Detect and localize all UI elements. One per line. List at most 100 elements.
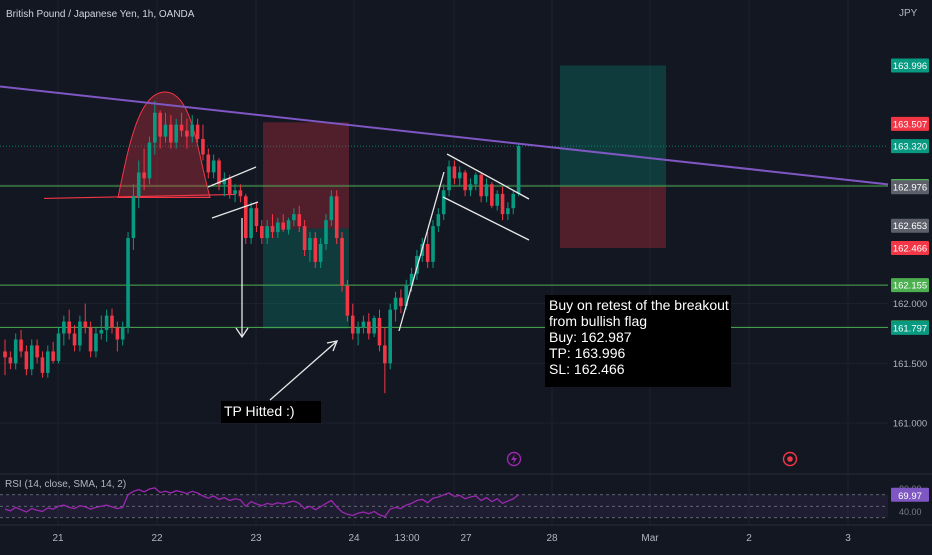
rsi-line <box>4 487 519 518</box>
long-target-zone <box>560 65 666 186</box>
lightning-icon-bolt <box>511 454 517 464</box>
price-badge-text: 163.320 <box>893 142 927 153</box>
candle-body <box>431 226 435 262</box>
candle-body <box>67 321 71 334</box>
short-stop-zone <box>263 122 349 229</box>
candle-body <box>297 214 302 227</box>
event-flag-icon <box>782 451 798 467</box>
tp-hit-note: TP Hitted :) <box>221 401 321 423</box>
candle-body <box>243 196 248 239</box>
flag-line-upper <box>207 166 257 188</box>
candle-body <box>136 172 141 197</box>
rsi-value-badge <box>891 487 929 502</box>
time-tick: 21 <box>52 533 64 544</box>
candle-body <box>158 112 162 137</box>
candle-body <box>334 196 339 239</box>
candle-body <box>377 317 382 346</box>
candle-body <box>249 208 253 239</box>
event-flag-icon-dot <box>787 456 793 462</box>
candle-body <box>179 124 184 131</box>
candle-body <box>29 345 34 370</box>
candle-body <box>318 244 323 262</box>
candle-body <box>190 124 195 137</box>
candle-body <box>19 339 23 352</box>
candle-body <box>195 124 200 139</box>
time-tick: 13:00 <box>394 533 419 544</box>
candle-body <box>260 226 264 239</box>
candle-body <box>174 124 178 143</box>
price-tick: 161.000 <box>893 419 927 430</box>
candle-body <box>399 297 403 307</box>
price-tick: 161.500 <box>893 359 927 370</box>
candle-body <box>468 184 473 191</box>
time-tick: 27 <box>460 533 472 544</box>
candle-body <box>72 333 77 346</box>
candle-body <box>115 327 120 340</box>
price-badge <box>891 320 929 335</box>
candle-body <box>8 357 13 364</box>
trade-plan-note: Buy on retest of the breakout from bulli… <box>545 295 731 387</box>
candle-body <box>211 160 216 173</box>
candle-body <box>356 327 360 334</box>
candle-body <box>415 255 419 274</box>
candle-body <box>388 309 392 364</box>
candle-body <box>185 130 189 137</box>
candle-body <box>169 124 173 143</box>
candle-body <box>46 351 50 373</box>
position-zones <box>263 65 666 329</box>
candle-body <box>308 238 312 250</box>
candle-body <box>490 184 494 206</box>
candle-body <box>276 222 280 233</box>
price-tick: 162.000 <box>893 299 927 310</box>
tp-arrow-head <box>326 340 339 352</box>
price-badge <box>891 116 929 131</box>
time-tick: 22 <box>151 533 163 544</box>
candle-body <box>484 184 489 197</box>
candle-body <box>372 317 376 334</box>
flagpole-line <box>398 171 445 332</box>
candle-body <box>222 178 227 185</box>
candle-body <box>500 193 505 215</box>
down-arrow-head <box>235 327 249 339</box>
candle-body <box>142 172 146 179</box>
candle-body <box>78 321 82 346</box>
candle-body <box>474 174 478 185</box>
descending-trendline <box>0 85 889 186</box>
candle-body <box>457 172 462 179</box>
tp-arrow-shaft <box>269 341 337 401</box>
candle-body <box>281 222 285 230</box>
candle-body <box>383 345 387 364</box>
candle-body <box>350 315 355 334</box>
price-badge-text: 161.797 <box>893 323 927 334</box>
candles <box>3 100 521 394</box>
chart-title: British Pound / Japanese Yen, 1h, OANDA <box>6 9 195 20</box>
trade-plan-line: Buy on retest of the breakout <box>549 297 729 313</box>
candle-body <box>238 190 243 197</box>
trade-plan-sl: SL: 162.466 <box>549 361 625 377</box>
candle-body <box>463 172 467 191</box>
candle-body <box>3 351 7 358</box>
long-stop-zone <box>560 185 666 249</box>
candle-body <box>62 321 66 334</box>
candle-body <box>24 351 29 370</box>
time-tick: 3 <box>845 533 851 544</box>
candle-body <box>153 112 157 143</box>
neckline <box>43 193 237 200</box>
candle-body <box>51 351 55 361</box>
candle-body <box>340 238 344 286</box>
candle-body <box>329 196 334 221</box>
trade-plan-line: from bullish flag <box>549 313 648 329</box>
bull-flag-lower <box>442 196 530 241</box>
candle-body <box>324 220 328 244</box>
candle-body <box>110 315 114 328</box>
candle-body <box>120 327 125 340</box>
time-tick: 28 <box>546 533 558 544</box>
candle-body <box>393 297 398 310</box>
candle-body <box>126 238 130 328</box>
price-badge-text: 162.976 <box>893 183 927 194</box>
candle-body <box>163 124 168 137</box>
candle-body <box>479 174 483 197</box>
candle-body <box>425 244 430 262</box>
